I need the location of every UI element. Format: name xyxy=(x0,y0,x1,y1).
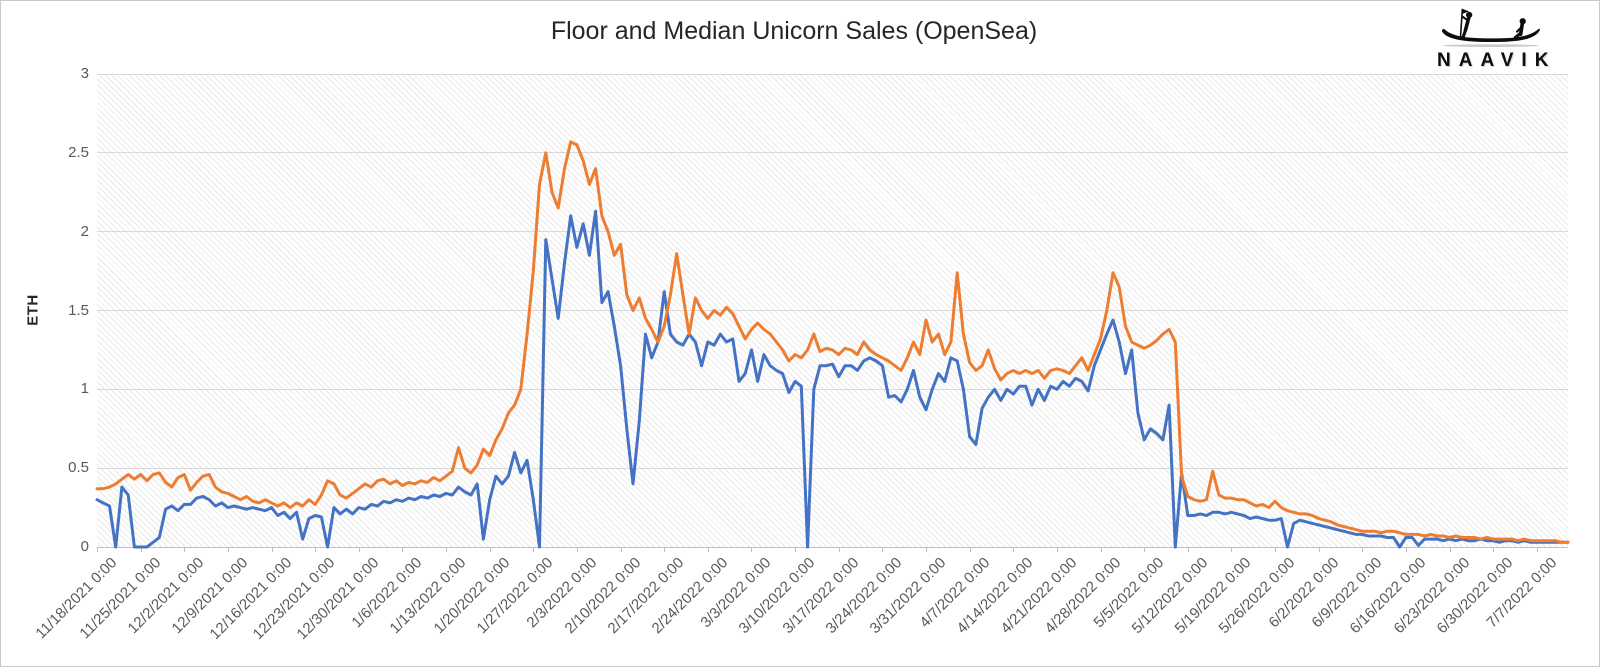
x-tick-mark xyxy=(1144,547,1146,552)
x-tick-mark xyxy=(1536,547,1538,552)
y-tick-label: 1.5 xyxy=(68,301,89,319)
x-tick-mark xyxy=(576,547,578,552)
x-tick-mark xyxy=(751,547,753,552)
x-tick-mark xyxy=(227,547,229,552)
x-tick-mark xyxy=(1449,547,1451,552)
y-tick-label: 0.5 xyxy=(68,459,89,477)
x-tick-mark xyxy=(446,547,448,552)
y-tick-label: 2 xyxy=(80,222,89,240)
x-tick-mark xyxy=(315,547,317,552)
chart-title: Floor and Median Unicorn Sales (OpenSea) xyxy=(550,17,1038,45)
y-tick-label: 3 xyxy=(80,65,89,82)
gridline xyxy=(97,152,1568,154)
x-tick-mark xyxy=(664,547,666,552)
x-tick-mark xyxy=(707,547,709,552)
x-axis-line xyxy=(97,546,1568,548)
x-tick-mark xyxy=(795,547,797,552)
x-tick-mark xyxy=(271,547,273,552)
x-tick-mark xyxy=(402,547,404,552)
x-tick-mark xyxy=(533,547,535,552)
brand-name: NAAVIK xyxy=(1437,50,1557,71)
series-lines xyxy=(95,140,1570,549)
y-tick-label: 0 xyxy=(80,538,89,555)
x-tick-mark xyxy=(1231,547,1233,552)
x-tick-mark xyxy=(1275,547,1277,552)
x-tick-mark xyxy=(1405,547,1407,552)
x-tick-mark xyxy=(1056,547,1058,552)
x-tick-mark xyxy=(140,547,142,552)
x-tick-mark xyxy=(1493,547,1495,552)
gridline xyxy=(97,467,1568,469)
y-tick-label: 1 xyxy=(80,380,89,398)
x-tick-mark xyxy=(1318,547,1320,552)
x-tick-mark xyxy=(97,547,98,552)
x-tick-mark xyxy=(620,547,622,552)
gridline xyxy=(97,388,1568,390)
x-tick-mark xyxy=(969,547,971,552)
x-tick-mark xyxy=(1100,547,1102,552)
gridline xyxy=(97,231,1568,233)
x-tick-mark xyxy=(925,547,927,552)
x-tick-mark xyxy=(882,547,884,552)
y-tick-label: 2.5 xyxy=(68,143,89,161)
x-tick-mark xyxy=(1362,547,1364,552)
x-tick-mark xyxy=(489,547,491,552)
x-tick-mark xyxy=(1013,547,1015,552)
gridline xyxy=(97,310,1568,311)
x-tick-mark xyxy=(1187,547,1189,552)
naavik-logo: NAAVIK xyxy=(1433,7,1549,72)
series-line-floor xyxy=(95,209,1570,549)
boat-rowers-icon xyxy=(1442,8,1540,48)
series-line-median xyxy=(95,140,1570,544)
x-tick-mark xyxy=(838,547,840,552)
x-tick-mark xyxy=(358,547,360,552)
gridline xyxy=(97,73,1568,75)
x-tick-mark xyxy=(184,547,186,552)
